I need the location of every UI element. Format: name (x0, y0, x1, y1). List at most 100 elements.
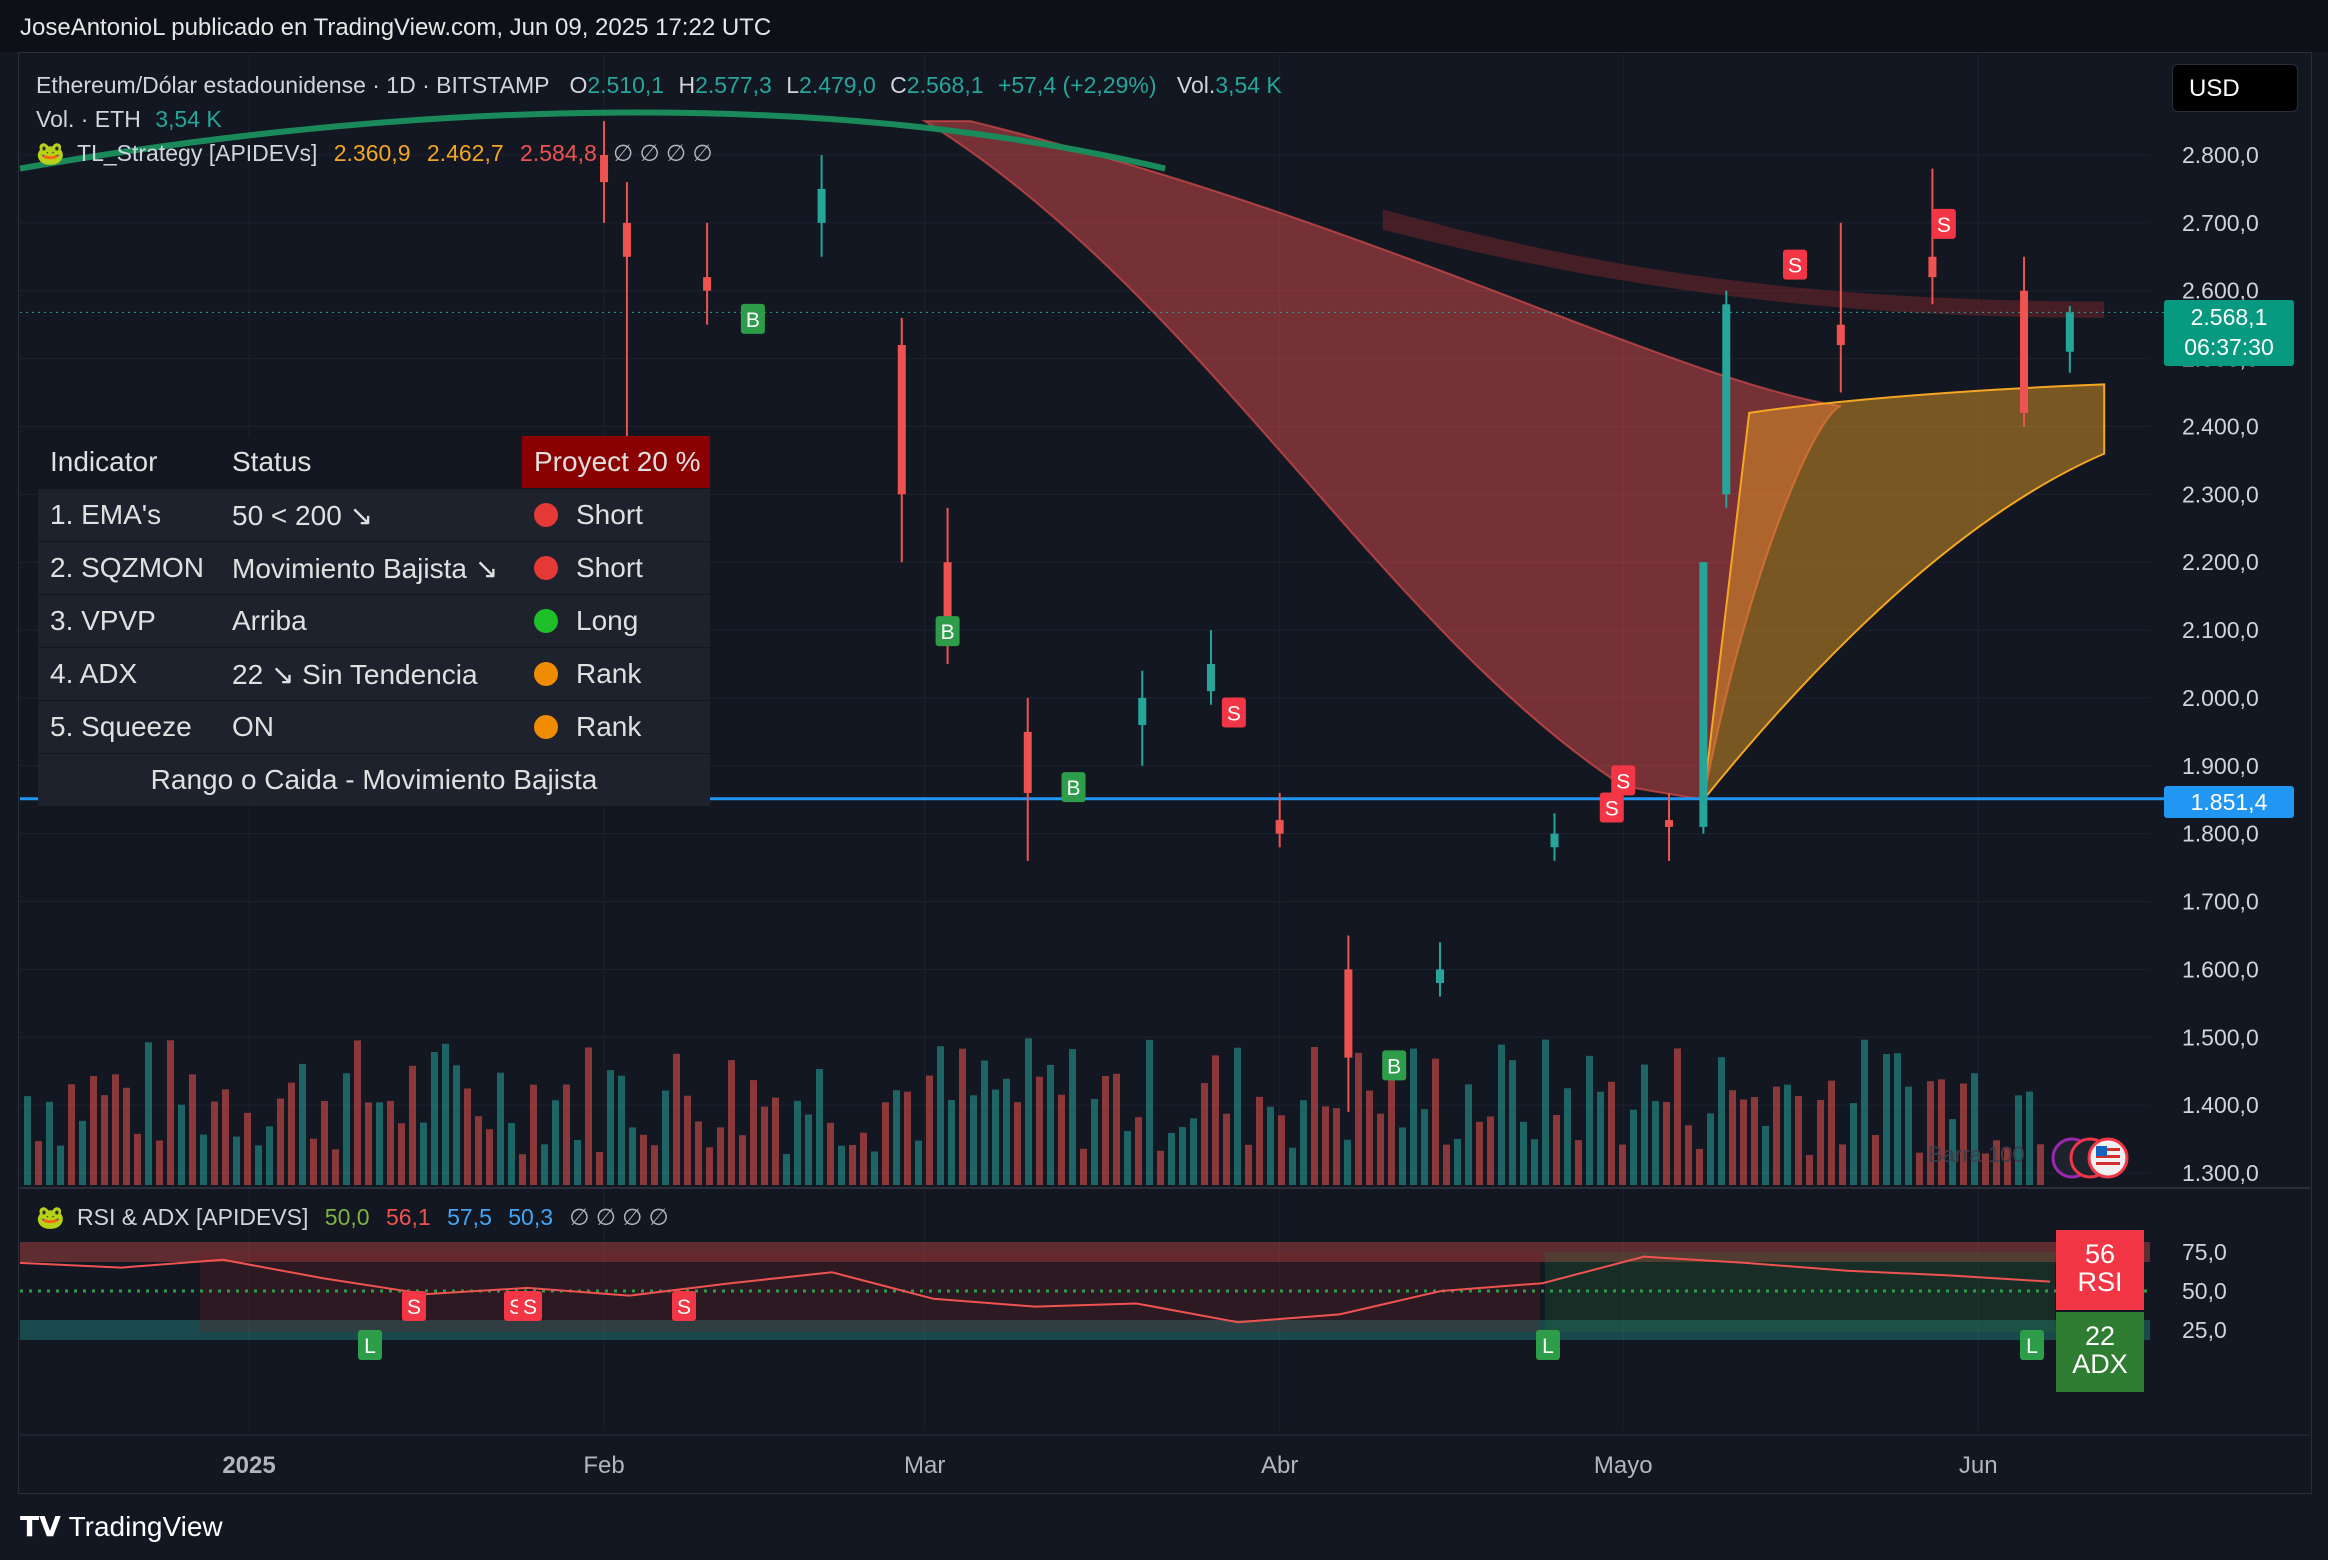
signal-marker (935, 616, 960, 647)
volume-bar (508, 1122, 515, 1185)
volume-bar (981, 1060, 988, 1185)
volume-bar (200, 1134, 207, 1185)
rsi-signal-marker (518, 1291, 542, 1321)
candle-body (1928, 256, 1937, 278)
volume-bar (992, 1089, 999, 1185)
volume-bar (761, 1106, 768, 1185)
volume-bar (244, 1112, 251, 1185)
volume-bar (1608, 1081, 1615, 1185)
volume-label: Vol. (1176, 72, 1216, 98)
rsi-value-4: 50,3 (508, 1204, 554, 1230)
strategy-name[interactable]: TL_Strategy [APIDEVs] (77, 140, 318, 166)
last-price-tag: 2.568,1 06:37:30 (2164, 300, 2294, 366)
volume-bar (684, 1095, 691, 1185)
table-row: 2. SQZMON Movimiento Bajista ↘ Short (38, 541, 710, 595)
volume-bar (442, 1043, 449, 1185)
volume-bar (354, 1040, 361, 1185)
volume-bar (959, 1048, 966, 1185)
volume-bar (1498, 1044, 1505, 1185)
volume-bar (420, 1122, 427, 1185)
volume-bar (1905, 1086, 1912, 1185)
volume-bar (970, 1095, 977, 1185)
volume-bar (1784, 1084, 1791, 1185)
volume-bar (1575, 1140, 1582, 1185)
candle-body (2065, 312, 2074, 352)
tradingview-logo[interactable]: 𝗧𝗩 TradingView (20, 1510, 223, 1543)
row-name: 4. ADX (38, 647, 220, 701)
frog-icon: 🐸 (36, 1204, 65, 1230)
volume-bar (277, 1098, 284, 1185)
adx-tag-value: 22 (2084, 1321, 2116, 1351)
volume-bar (1157, 1150, 1164, 1185)
volume-bar (1773, 1086, 1780, 1185)
ema-cloud-upper (1382, 209, 2105, 318)
volume-bar (948, 1099, 955, 1185)
rsi-signal-marker (672, 1291, 696, 1321)
signal-marker (740, 303, 765, 334)
y-tick-label: 2.800,0 (2182, 142, 2259, 168)
branding-text: TradingView (68, 1511, 223, 1542)
volume-bar (530, 1084, 537, 1185)
strategy-value-2: 2.462,7 (426, 140, 504, 166)
volume-bar (79, 1120, 86, 1185)
symbol-title[interactable]: Ethereum/Dólar estadounidense · 1D · BIT… (36, 72, 550, 98)
volume-bar (1146, 1039, 1153, 1185)
volume-bar (1333, 1108, 1340, 1185)
volume-bar (871, 1151, 878, 1185)
volume-bar (1872, 1134, 1879, 1185)
signal-marker (1611, 765, 1636, 796)
volume-bar (1311, 1046, 1318, 1185)
candle-body (1665, 820, 1674, 827)
volume-bar (1377, 1113, 1384, 1185)
strategy-value-1: 2.360,9 (333, 140, 411, 166)
change-value: +57,4 (+2,29%) (997, 72, 1157, 98)
volume-bar (772, 1097, 779, 1185)
rsi-tag-value: 56 (2084, 1239, 2116, 1269)
null-symbols: ∅ ∅ ∅ ∅ (569, 1204, 669, 1230)
rsi-value-1: 50,0 (324, 1204, 370, 1230)
rsi-signal-marker (1536, 1330, 1560, 1360)
volume-bar (1685, 1125, 1692, 1185)
rsi-y-tick-label: 50,0 (2182, 1278, 2227, 1304)
rsi-bull-zone (1545, 1252, 2055, 1332)
row-signal: Long (522, 594, 710, 648)
signal-label: S (1937, 214, 1951, 237)
volume-bar (882, 1102, 889, 1185)
table-footer-row: Rango o Caida - Movimiento Bajista (38, 753, 710, 806)
volume-bar (1597, 1091, 1604, 1185)
table-row: 3. VPVP Arriba Long (38, 594, 710, 648)
volume-bar (1190, 1118, 1197, 1185)
volume-bar (1465, 1084, 1472, 1185)
signal-marker (1382, 1050, 1407, 1081)
currency-button[interactable]: USD (2172, 64, 2298, 112)
volume-bar (24, 1096, 31, 1185)
volume-bar (2004, 1148, 2011, 1185)
symbol-legend: Ethereum/Dólar estadounidense · 1D · BIT… (36, 72, 1282, 99)
row-status: ON (220, 700, 522, 754)
table-row: 5. Squeeze ON Rank (38, 700, 710, 754)
volume-bar (618, 1075, 625, 1185)
volume-bar (1960, 1083, 1967, 1185)
candle-body (897, 345, 906, 495)
candle-body (817, 188, 826, 223)
orange-dot-icon (534, 714, 558, 739)
volume-bar (1861, 1039, 1868, 1185)
volume-bar (1674, 1048, 1681, 1185)
last-price: 2.568,1 (2190, 304, 2268, 330)
volume-bar (453, 1065, 460, 1185)
adx-tag-label: ADX (2072, 1349, 2128, 1379)
volume-bar (1894, 1053, 1901, 1185)
volume-bar (321, 1100, 328, 1185)
rsi-name[interactable]: RSI & ADX [APIDEVS] (77, 1204, 309, 1230)
orange-dot-icon (534, 661, 558, 686)
volume-bar (1201, 1083, 1208, 1185)
volume-bar (101, 1095, 108, 1185)
open-label: O (569, 72, 588, 98)
rsi-tag-label: RSI (2077, 1267, 2123, 1297)
volume-bar (2037, 1144, 2044, 1185)
ema-line-green (19, 109, 1166, 172)
volume-bar (2026, 1091, 2033, 1185)
rsi-signal-label: L (364, 1335, 376, 1358)
volume-bar (1487, 1116, 1494, 1185)
